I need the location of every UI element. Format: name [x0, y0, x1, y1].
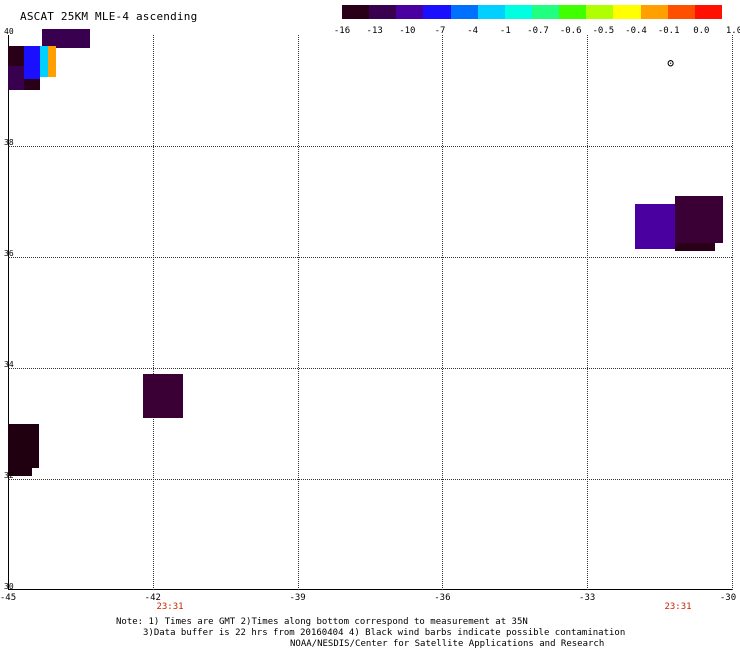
color-scale-label: -0.6: [559, 26, 582, 36]
scatterometer-cell: [143, 373, 183, 418]
color-scale-label: -16: [333, 26, 351, 36]
scatterometer-cell: [48, 46, 57, 77]
scatterometer-cell: [39, 46, 49, 77]
color-scale-label: -0.7: [527, 26, 549, 36]
latitude-gridline: [8, 257, 732, 258]
longitude-gridline: [732, 35, 733, 590]
color-scale-segment: [477, 5, 505, 19]
color-scale-label: 1.0: [725, 26, 740, 36]
scatterometer-cell: [23, 46, 40, 80]
color-scale-label: -0.1: [657, 26, 680, 36]
longitude-gridline: [152, 35, 154, 590]
longitude-gridline: [297, 35, 299, 590]
map-title: ASCAT 25KM MLE-4 ascending: [20, 10, 198, 23]
color-scale-bar: [342, 5, 722, 19]
longitude-gridline: [442, 35, 444, 590]
latitude-gridline: [8, 368, 732, 369]
note-line-3: NOAA/NESDIS/Center for Satellite Applica…: [290, 639, 605, 649]
latitude-label: 32: [4, 471, 14, 480]
bottom-axis-line: [8, 589, 732, 590]
color-scale-label: -0.5: [592, 26, 615, 36]
latitude-gridline: [8, 479, 732, 480]
longitude-label: -45: [0, 593, 17, 603]
scatterometer-cell: [8, 467, 33, 477]
color-scale-segment: [667, 5, 695, 19]
time-label-right: 23:31: [664, 602, 692, 612]
color-scale-labels: -16 -13 -10 -7 -4 -1 -0.7 -0.6 -0.5 -0.4 -0.1 0.0 1.…: [330, 26, 740, 38]
color-scale-label: -0.4: [625, 26, 647, 36]
latitude-label: 38: [4, 138, 14, 147]
color-scale-segment: [396, 5, 424, 19]
color-scale-segment: [640, 5, 668, 19]
color-scale-segment: [559, 5, 587, 19]
scatterometer-cell: [675, 243, 715, 252]
color-scale-segment: [450, 5, 478, 19]
color-scale-label: -7: [434, 26, 446, 36]
longitude-label: -36: [434, 593, 451, 603]
scatterometer-cell: [8, 423, 40, 468]
color-scale-segment: [694, 5, 722, 19]
latitude-label: 30: [4, 582, 14, 591]
longitude-label: -33: [579, 593, 596, 603]
map-plot-area: [8, 29, 733, 590]
color-scale-segment: [423, 5, 451, 19]
color-scale-label: -10: [399, 26, 416, 36]
latitude-gridline: [8, 146, 732, 147]
scatterometer-cell: [8, 46, 24, 66]
scatterometer-cell: [41, 29, 91, 48]
note-line-1: Note: 1) Times are GMT 2)Times along bot…: [116, 617, 528, 627]
latitude-label: 36: [4, 249, 14, 258]
color-scale-segment: [613, 5, 641, 19]
longitude-label: -42: [144, 593, 161, 603]
latitude-label: 34: [4, 360, 14, 369]
note-line-2: 3)Data buffer is 22 hrs from 20160404 4)…: [143, 628, 626, 638]
color-scale-label: -4: [467, 26, 479, 36]
color-scale-segment: [369, 5, 397, 19]
scatterometer-cell: [635, 204, 676, 249]
wind-barb-icon: ʘ: [667, 56, 675, 70]
latitude-label: 40: [4, 27, 14, 36]
longitude-label: -30: [719, 593, 737, 603]
color-scale-label: -13: [366, 26, 383, 36]
color-scale-segment: [531, 5, 560, 19]
left-axis-line: [8, 35, 9, 590]
time-label-left: 23:31: [156, 602, 184, 612]
longitude-label: -39: [289, 593, 306, 603]
color-scale-segment: [586, 5, 614, 19]
scatterometer-cell: [675, 195, 724, 244]
color-scale-label: -1: [499, 26, 511, 36]
longitude-gridline: [587, 35, 589, 590]
color-scale-segment: [342, 5, 370, 19]
color-scale-label: 0.0: [693, 26, 710, 36]
color-scale-segment: [504, 5, 532, 19]
scatterometer-cell: [23, 79, 40, 91]
